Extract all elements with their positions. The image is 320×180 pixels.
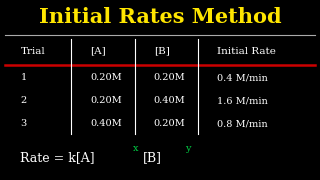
Text: 0.20M: 0.20M — [90, 96, 122, 105]
Text: [A]: [A] — [90, 46, 106, 55]
Text: x: x — [133, 144, 139, 153]
Text: 0.4 M/min: 0.4 M/min — [217, 73, 268, 82]
Text: y: y — [185, 144, 190, 153]
Text: 2: 2 — [20, 96, 27, 105]
Text: 3: 3 — [20, 119, 27, 128]
Text: [B]: [B] — [142, 151, 162, 164]
Text: 0.20M: 0.20M — [90, 73, 122, 82]
Text: 0.20M: 0.20M — [154, 73, 185, 82]
Text: 0.40M: 0.40M — [90, 119, 122, 128]
Text: 1: 1 — [20, 73, 27, 82]
Text: 0.8 M/min: 0.8 M/min — [217, 119, 268, 128]
Text: 0.20M: 0.20M — [154, 119, 185, 128]
Text: [B]: [B] — [154, 46, 170, 55]
Text: Trial: Trial — [20, 46, 45, 55]
Text: Initial Rates Method: Initial Rates Method — [39, 7, 281, 27]
Text: Initial Rate: Initial Rate — [217, 46, 276, 55]
Text: Rate = k[A]: Rate = k[A] — [20, 151, 95, 164]
Text: 1.6 M/min: 1.6 M/min — [217, 96, 268, 105]
Text: 0.40M: 0.40M — [154, 96, 185, 105]
